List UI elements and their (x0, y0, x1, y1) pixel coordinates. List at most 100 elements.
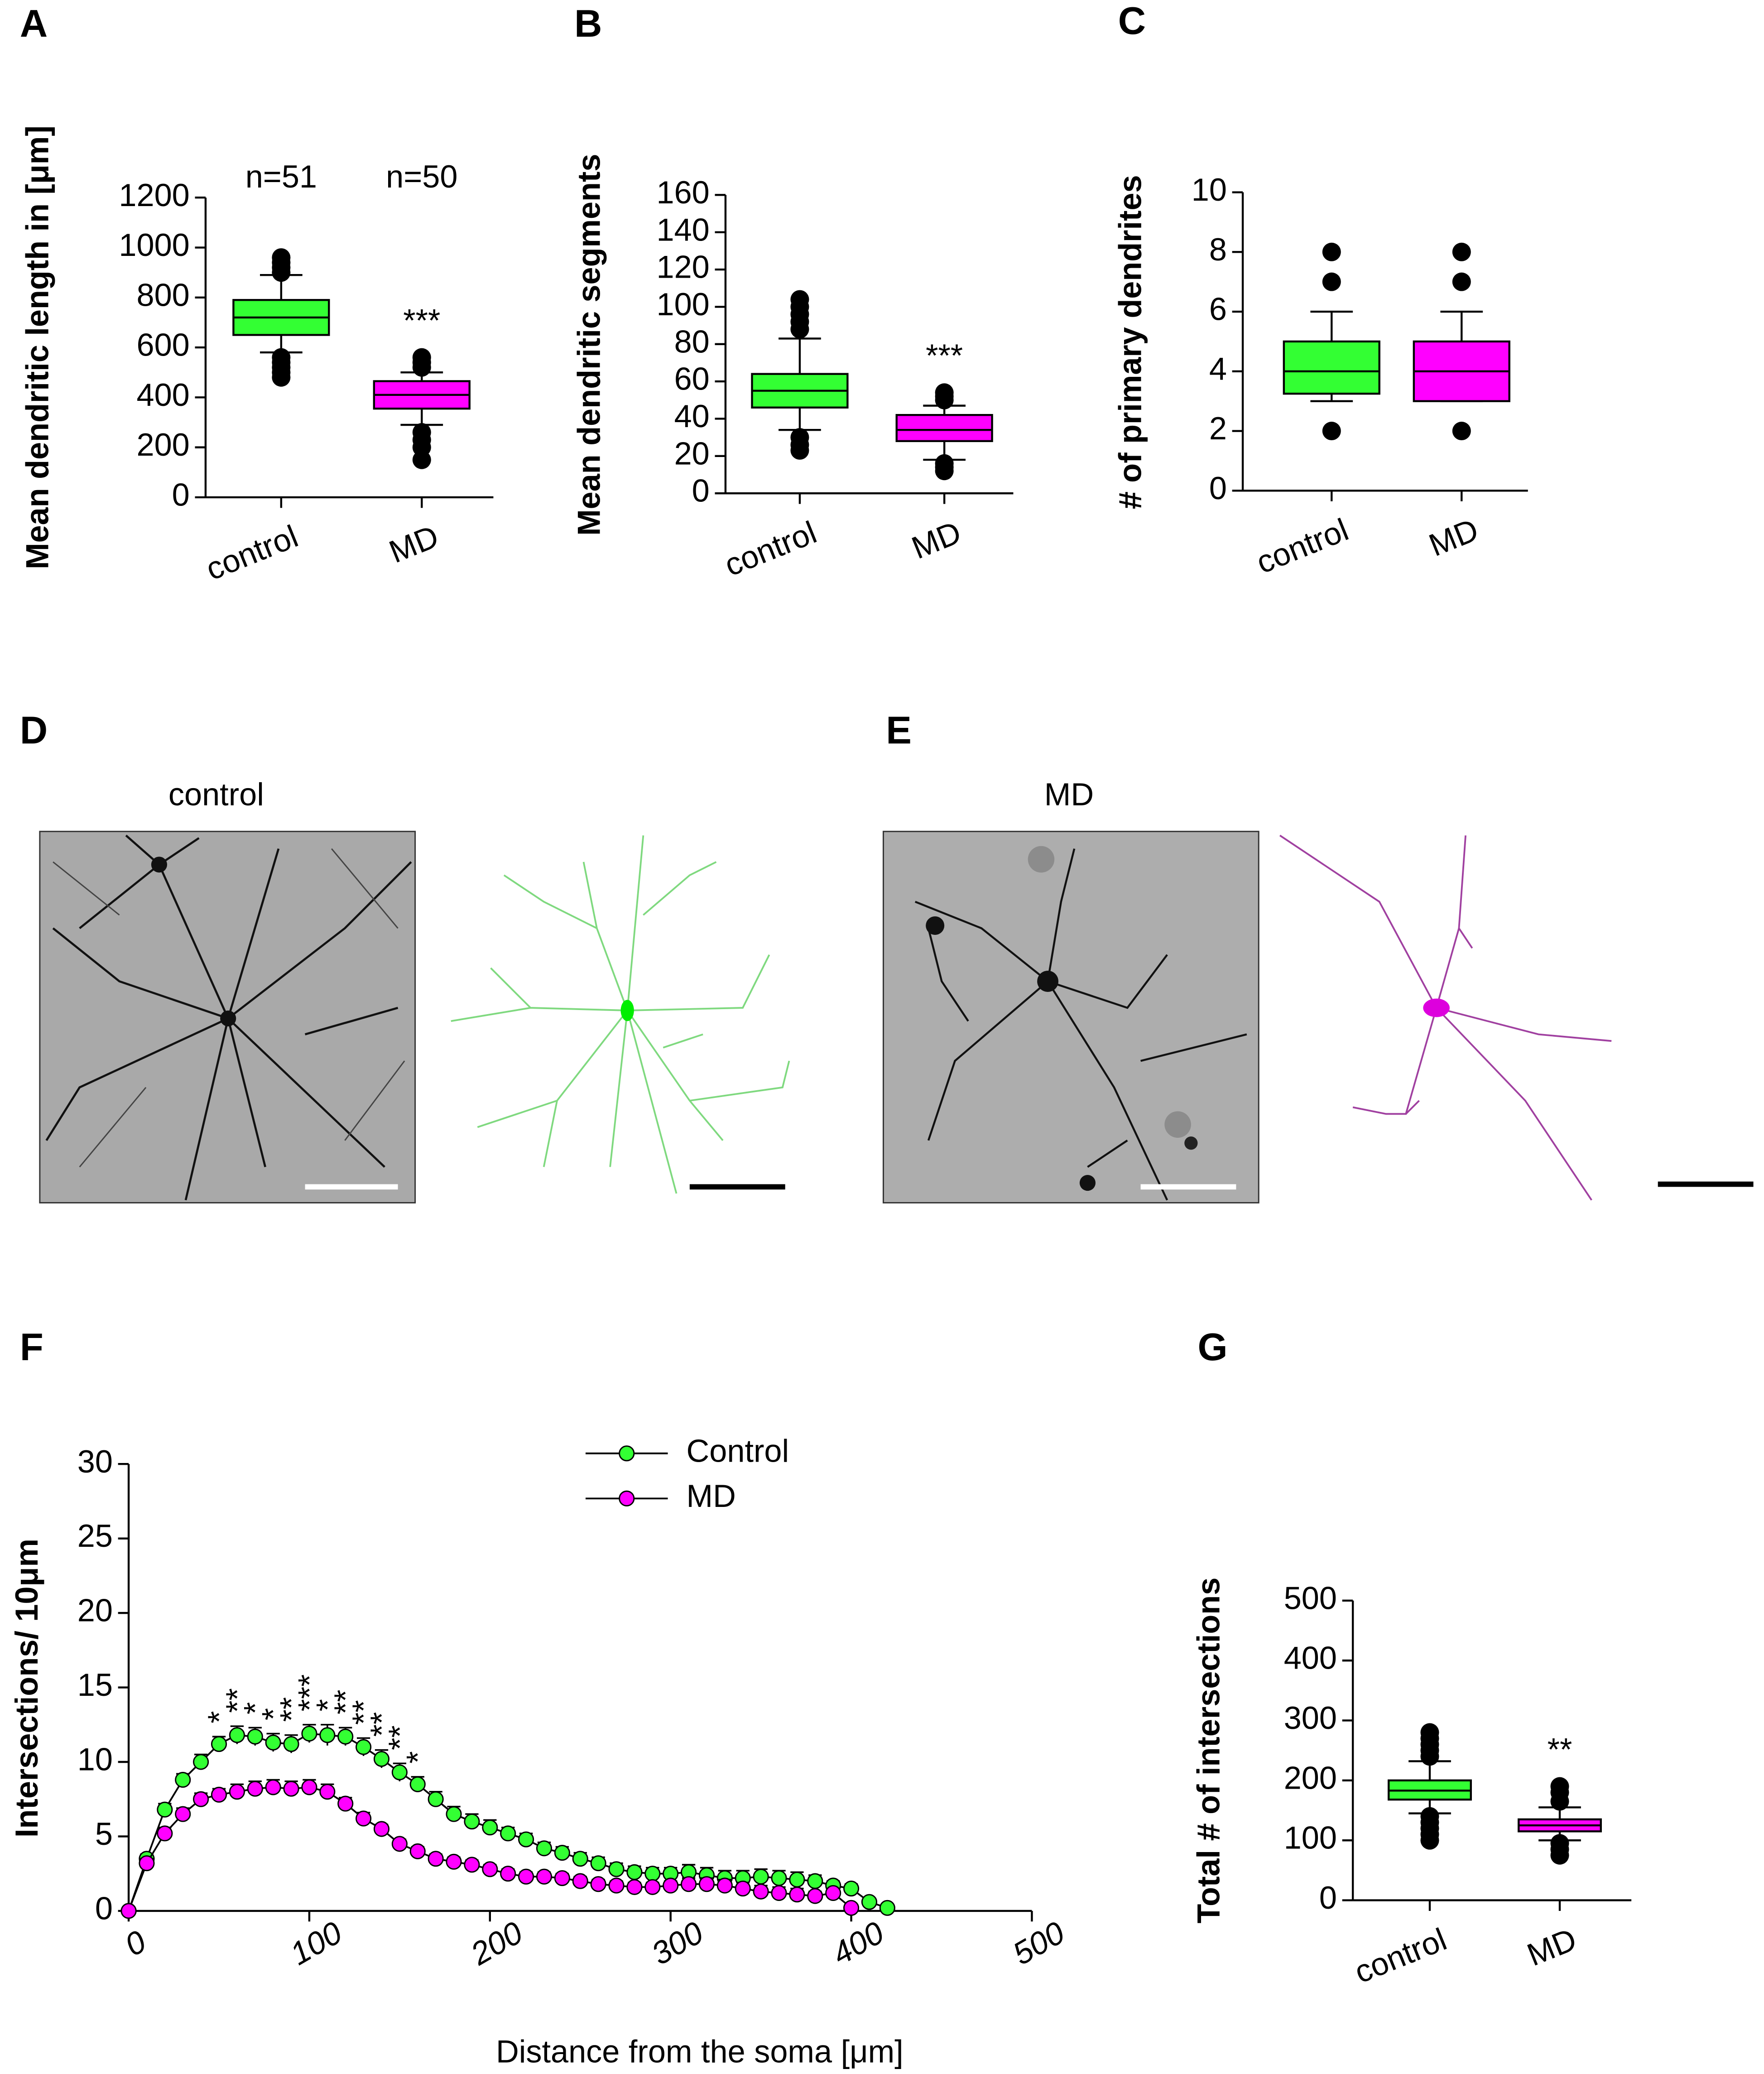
significance: ** (346, 1700, 381, 1725)
x-tick-label: 300 (645, 1914, 709, 1972)
outlier (412, 423, 431, 442)
point (843, 1880, 860, 1897)
y-tick-label: 0 (1209, 470, 1227, 506)
outlier (1322, 422, 1341, 441)
point (608, 1877, 625, 1894)
legend-marker (619, 1490, 635, 1506)
panel-letter: G (1198, 1325, 1228, 1368)
point (211, 1736, 227, 1752)
point (464, 1813, 480, 1830)
y-tick-label: 2 (1209, 410, 1227, 446)
point (518, 1831, 534, 1848)
point (626, 1879, 643, 1895)
significance: ** (327, 1689, 363, 1714)
point (500, 1825, 516, 1842)
point (283, 1780, 299, 1797)
point (229, 1784, 245, 1800)
significance: *** (403, 303, 440, 338)
outlier (1550, 1777, 1569, 1796)
point (879, 1900, 895, 1916)
outlier (1452, 242, 1471, 261)
panel-letter: D (20, 708, 48, 751)
point (319, 1727, 336, 1743)
point (247, 1728, 263, 1745)
y-tick-label: 40 (674, 398, 710, 434)
y-tick-label: 0 (1319, 1880, 1337, 1915)
y-tick-label: 1200 (119, 177, 189, 213)
outlier (412, 348, 431, 367)
point (572, 1851, 588, 1867)
y-tick-label: 4 (1209, 351, 1227, 386)
point (644, 1866, 661, 1882)
point (608, 1861, 625, 1877)
point (337, 1728, 354, 1745)
significance: * (255, 1708, 291, 1720)
point (428, 1791, 444, 1807)
x-tick-label: MD (384, 518, 443, 570)
point (301, 1779, 317, 1795)
point (554, 1845, 570, 1861)
point (590, 1876, 606, 1892)
x-tick-label: 0 (119, 1923, 152, 1963)
micrograph (39, 831, 416, 1203)
outlier (1420, 1723, 1439, 1742)
point (825, 1885, 841, 1901)
point (193, 1754, 209, 1770)
y-axis-title: Mean dendritic length in [μm] (19, 125, 55, 569)
significance: * (201, 1711, 237, 1723)
y-tick-label: 400 (137, 377, 190, 413)
point (247, 1780, 263, 1797)
point (554, 1870, 570, 1886)
outlier (272, 248, 291, 267)
point (843, 1900, 860, 1916)
image-label: control (168, 776, 264, 812)
y-tick-label: 200 (137, 427, 190, 462)
panel-letter: F (20, 1325, 43, 1368)
outlier (272, 348, 291, 367)
point (211, 1786, 227, 1803)
x-tick-label: 200 (464, 1914, 529, 1972)
point (735, 1880, 751, 1897)
y-tick-label: 10 (1192, 172, 1227, 207)
box (1283, 340, 1380, 395)
micrograph (882, 831, 1259, 1203)
outlier (1322, 242, 1341, 261)
y-tick-label: 120 (657, 249, 710, 285)
y-tick-label: 0 (172, 476, 190, 512)
y-tick-label: 300 (1284, 1700, 1337, 1736)
point (518, 1868, 534, 1885)
point (409, 1843, 426, 1859)
x-tick-label: 400 (826, 1914, 890, 1972)
legend-label: Control (687, 1433, 789, 1468)
significance: ** (273, 1697, 309, 1722)
point (283, 1736, 299, 1752)
significance: ** (219, 1688, 255, 1713)
y-tick-label: 15 (77, 1667, 113, 1703)
y-tick-label: 10 (77, 1742, 113, 1777)
significance: *** (291, 1674, 327, 1711)
significance: *** (926, 337, 963, 373)
y-tick-label: 100 (1284, 1820, 1337, 1856)
point (572, 1873, 588, 1889)
outlier (935, 383, 954, 402)
x-tick-label: MD (1522, 1921, 1581, 1973)
box (895, 414, 993, 443)
y-tick-label: 30 (77, 1444, 113, 1479)
panel-letter: E (886, 708, 912, 751)
point (391, 1764, 408, 1780)
point (753, 1883, 769, 1900)
sample-size: n=51 (245, 159, 317, 194)
point (482, 1861, 498, 1877)
point (861, 1894, 878, 1910)
y-tick-label: 60 (674, 361, 710, 397)
point (265, 1734, 281, 1751)
y-tick-label: 100 (657, 286, 710, 322)
point (663, 1877, 679, 1894)
y-tick-label: 0 (95, 1890, 113, 1926)
y-tick-label: 6 (1209, 291, 1227, 327)
y-tick-label: 200 (1284, 1760, 1337, 1795)
significance: ** (382, 1725, 418, 1750)
point (373, 1821, 390, 1837)
outlier (1420, 1807, 1439, 1826)
